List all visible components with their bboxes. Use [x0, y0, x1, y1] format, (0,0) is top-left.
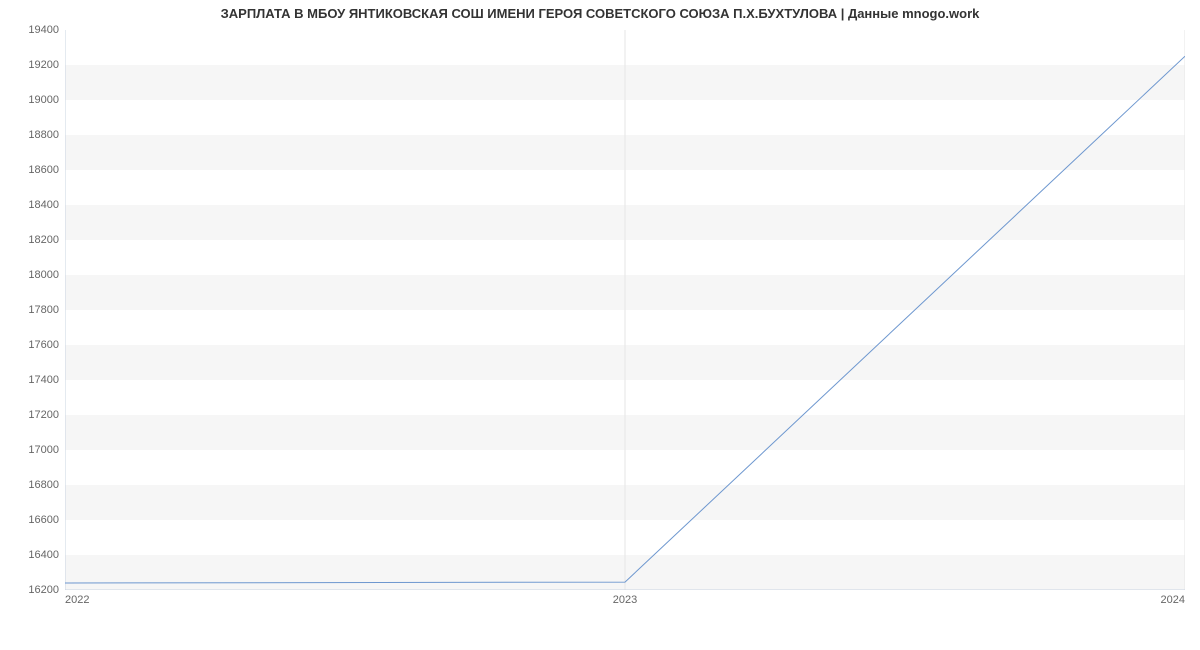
plot-area: 1620016400166001680017000172001740017600…: [65, 30, 1185, 590]
y-tick-label: 17000: [28, 444, 59, 456]
x-tick-label: 2022: [65, 594, 89, 606]
y-tick-label: 18200: [28, 234, 59, 246]
y-tick-label: 17600: [28, 339, 59, 351]
y-tick-label: 18800: [28, 129, 59, 141]
line-chart: ЗАРПЛАТА В МБОУ ЯНТИКОВСКАЯ СОШ ИМЕНИ ГЕ…: [0, 0, 1200, 650]
y-tick-label: 17800: [28, 304, 59, 316]
plot-svg: [65, 30, 1185, 590]
x-tick-label: 2024: [1161, 594, 1185, 606]
y-tick-label: 16400: [28, 549, 59, 561]
y-tick-label: 19200: [28, 59, 59, 71]
y-tick-label: 17200: [28, 409, 59, 421]
y-tick-label: 19000: [28, 94, 59, 106]
y-tick-label: 16800: [28, 479, 59, 491]
y-tick-label: 18600: [28, 164, 59, 176]
y-tick-label: 17400: [28, 374, 59, 386]
y-tick-label: 18000: [28, 269, 59, 281]
y-tick-label: 16600: [28, 514, 59, 526]
y-tick-label: 16200: [28, 584, 59, 596]
y-tick-label: 19400: [28, 24, 59, 36]
x-tick-label: 2023: [613, 594, 637, 606]
chart-title: ЗАРПЛАТА В МБОУ ЯНТИКОВСКАЯ СОШ ИМЕНИ ГЕ…: [0, 6, 1200, 21]
y-tick-label: 18400: [28, 199, 59, 211]
